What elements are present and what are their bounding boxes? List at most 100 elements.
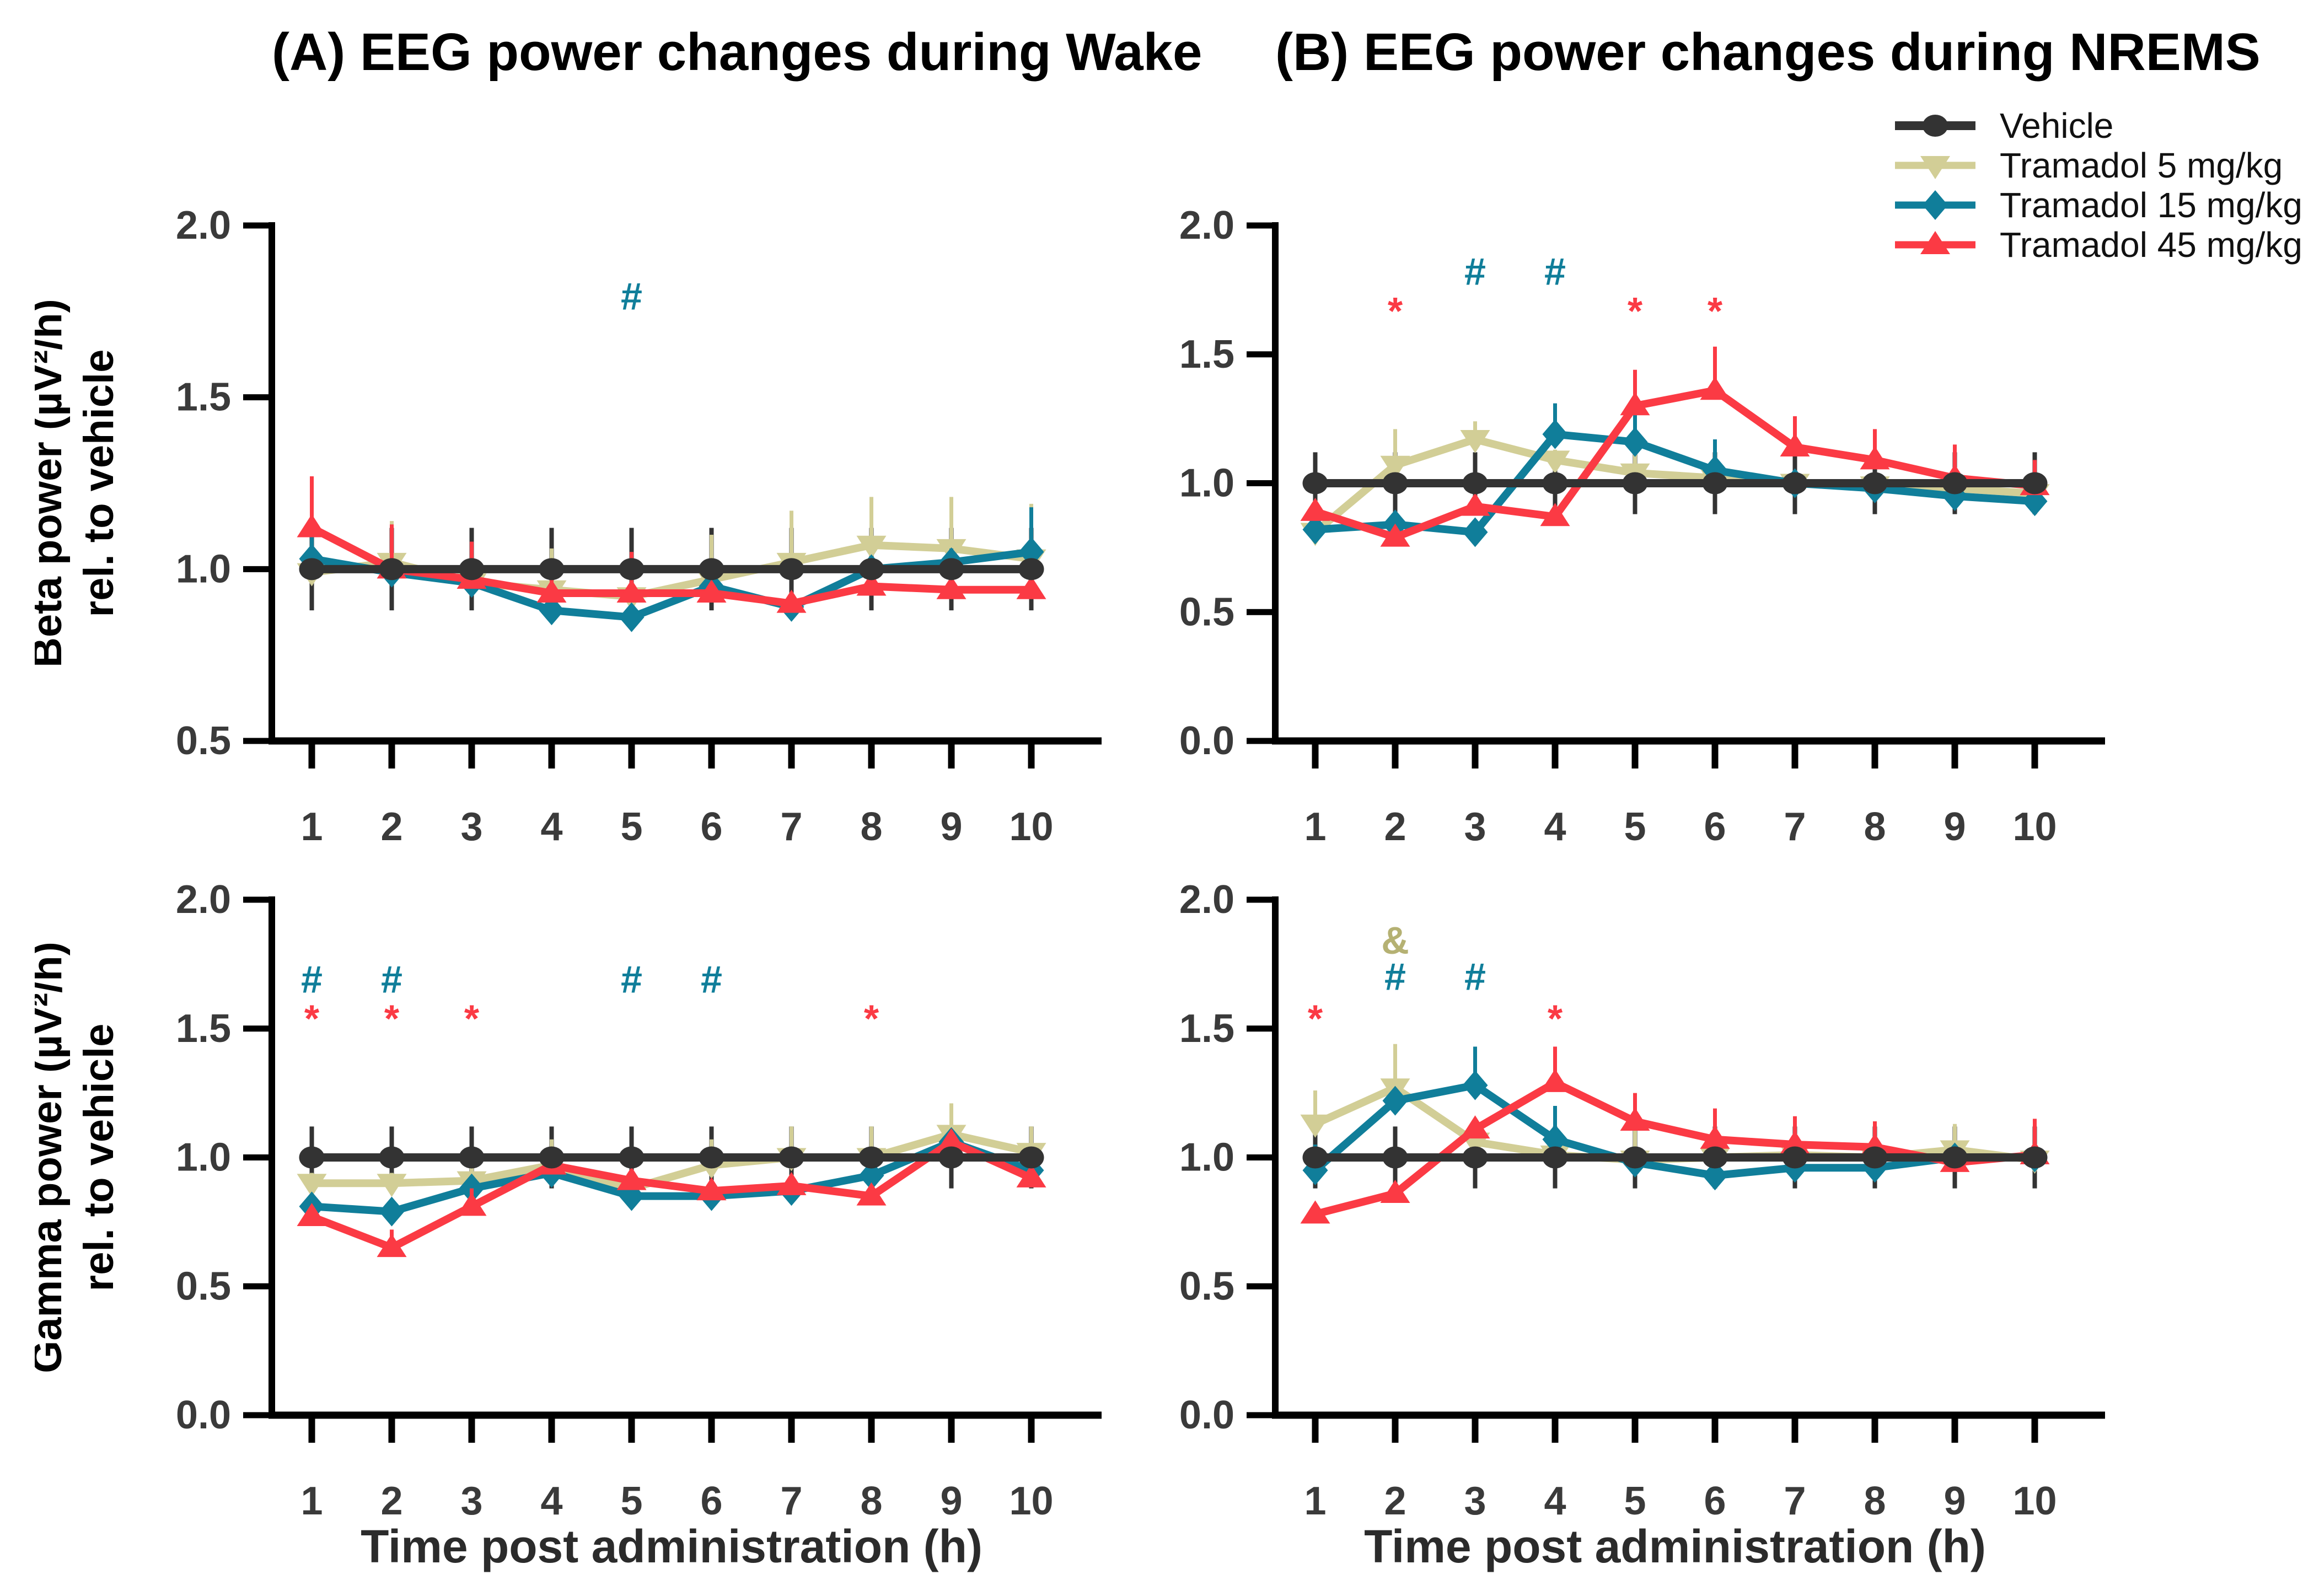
chart-gamma-wake: 0.0 0.5 1.0 1.5 2.0 1 2 3 4 5 6 7 8 9 10 Gamma power (µ… [35, 878, 1102, 1523]
legend-label: Tramadol 15 mg/kg [2000, 185, 2302, 225]
svg-text:1: 1 [1304, 805, 1326, 849]
svg-text:0.5: 0.5 [176, 719, 231, 763]
legend-item-tramadol-5: Tramadol 5 mg/kg [1894, 146, 2302, 185]
chart-beta-wake: 0.5 1.0 1.5 2.0 1 2 3 4 5 6 7 8 9 10 Beta power (µV²/h… [35, 203, 1102, 849]
tramadol-5-line-marker-icon [1895, 156, 1975, 179]
svg-text:rel. to vehicle: rel. to vehicle [76, 350, 122, 617]
svg-text:1.5: 1.5 [176, 375, 231, 420]
svg-text:2.0: 2.0 [1179, 203, 1234, 248]
tramadol-15-line-marker-icon [1895, 190, 1975, 220]
svg-text:#: # [621, 958, 642, 1001]
svg-text:*: * [1388, 289, 1403, 332]
svg-text:6: 6 [700, 1479, 722, 1523]
svg-text:*: * [384, 997, 400, 1040]
svg-text:#: # [1464, 955, 1486, 998]
svg-text:0.5: 0.5 [1179, 590, 1234, 634]
svg-text:6: 6 [700, 805, 722, 849]
svg-text:7: 7 [780, 805, 802, 849]
svg-text:7: 7 [1784, 1479, 1806, 1523]
x-axis-label-wake: Time post administration (h) [361, 1520, 982, 1572]
svg-text:4: 4 [540, 1479, 562, 1523]
svg-text:2: 2 [1384, 805, 1406, 849]
svg-text:5: 5 [620, 1479, 642, 1523]
x-axis-label-nrems: Time post administration (h) [1364, 1520, 1986, 1572]
panel-a-title: (A) EEG power changes during Wake [272, 23, 1202, 82]
svg-text:1: 1 [300, 805, 323, 849]
svg-text:*: * [1308, 997, 1323, 1040]
svg-text:&: & [1381, 919, 1409, 962]
svg-text:4: 4 [1544, 1479, 1566, 1523]
svg-text:2: 2 [380, 1479, 402, 1523]
svg-text:1.0: 1.0 [1179, 461, 1234, 506]
svg-text:#: # [621, 275, 642, 318]
svg-text:7: 7 [780, 1479, 802, 1523]
svg-text:3: 3 [460, 1479, 482, 1523]
svg-text:9: 9 [1943, 805, 1966, 849]
svg-text:8: 8 [1864, 805, 1886, 849]
svg-text:8: 8 [860, 1479, 882, 1523]
svg-text:10: 10 [2012, 1479, 2057, 1523]
svg-text:*: * [1548, 997, 1563, 1040]
svg-text:4: 4 [540, 805, 562, 849]
svg-text:1: 1 [300, 1479, 323, 1523]
svg-text:1.0: 1.0 [176, 1136, 231, 1180]
legend-label: Vehicle [2000, 106, 2114, 146]
svg-text:rel. to vehicle: rel. to vehicle [76, 1024, 122, 1292]
legend: Vehicle Tramadol 5 mg/kg Tramadol 15 mg/… [1894, 106, 2302, 265]
svg-text:*: * [464, 997, 480, 1040]
svg-text:#: # [1384, 955, 1406, 998]
svg-text:#: # [1544, 250, 1566, 293]
svg-text:10: 10 [1009, 805, 1053, 849]
svg-text:5: 5 [1624, 1479, 1646, 1523]
svg-text:*: * [864, 997, 879, 1040]
svg-text:Beta power (µV²/h): Beta power (µV²/h) [35, 299, 71, 668]
svg-text:0.0: 0.0 [1179, 719, 1234, 763]
svg-text:*: * [1628, 289, 1643, 332]
svg-text:1.5: 1.5 [1179, 332, 1234, 377]
legend-label: Tramadol 45 mg/kg [2000, 225, 2302, 265]
svg-text:2.0: 2.0 [176, 203, 231, 248]
svg-text:1.0: 1.0 [1179, 1136, 1234, 1180]
svg-text:9: 9 [1943, 1479, 1966, 1523]
legend-item-tramadol-45: Tramadol 45 mg/kg [1894, 225, 2302, 265]
svg-text:#: # [701, 958, 722, 1001]
svg-text:0.5: 0.5 [1179, 1264, 1234, 1308]
svg-text:1.5: 1.5 [176, 1007, 231, 1051]
legend-item-vehicle: Vehicle [1894, 106, 2302, 146]
svg-text:#: # [1464, 250, 1486, 293]
svg-text:8: 8 [1864, 1479, 1886, 1523]
chart-gamma-nrems: 0.00.51.01.52.01 2 3 4 5 6 7 8 9 10*&# #* [1179, 878, 2105, 1523]
svg-text:Gamma power (µV²/h): Gamma power (µV²/h) [35, 942, 71, 1373]
svg-text:9: 9 [940, 805, 962, 849]
svg-text:4: 4 [1544, 805, 1566, 849]
svg-text:#: # [301, 958, 323, 1001]
svg-text:10: 10 [1009, 1479, 1053, 1523]
vehicle-line-marker-icon [1895, 115, 1975, 137]
svg-text:7: 7 [1784, 805, 1806, 849]
svg-text:2.0: 2.0 [1179, 878, 1234, 922]
svg-text:3: 3 [1464, 1479, 1486, 1523]
svg-text:*: * [1708, 289, 1723, 332]
svg-text:10: 10 [2012, 805, 2057, 849]
svg-text:2: 2 [1384, 1479, 1406, 1523]
tramadol-45-line-marker-icon [1895, 231, 1975, 254]
svg-text:1.0: 1.0 [176, 547, 231, 591]
svg-text:5: 5 [1624, 805, 1646, 849]
svg-text:8: 8 [860, 805, 882, 849]
svg-text:#: # [381, 958, 402, 1001]
svg-text:5: 5 [620, 805, 642, 849]
panel-b-title: (B) EEG power changes during NREMS [1275, 23, 2261, 82]
svg-text:6: 6 [1704, 805, 1726, 849]
svg-text:0.0: 0.0 [1179, 1393, 1234, 1437]
svg-text:3: 3 [1464, 805, 1486, 849]
svg-text:1: 1 [1304, 1479, 1326, 1523]
chart-beta-nrems: 0.0 0.5 1.0 1.5 2.0 1 2 3 4 5 6 7 8 9 10 * # # * * [1179, 203, 2105, 849]
svg-text:9: 9 [940, 1479, 962, 1523]
svg-text:*: * [304, 997, 320, 1040]
svg-text:6: 6 [1704, 1479, 1726, 1523]
svg-text:1.5: 1.5 [1179, 1007, 1234, 1051]
svg-text:2.0: 2.0 [176, 878, 231, 922]
legend-item-tramadol-15: Tramadol 15 mg/kg [1894, 185, 2302, 225]
svg-text:2: 2 [380, 805, 402, 849]
